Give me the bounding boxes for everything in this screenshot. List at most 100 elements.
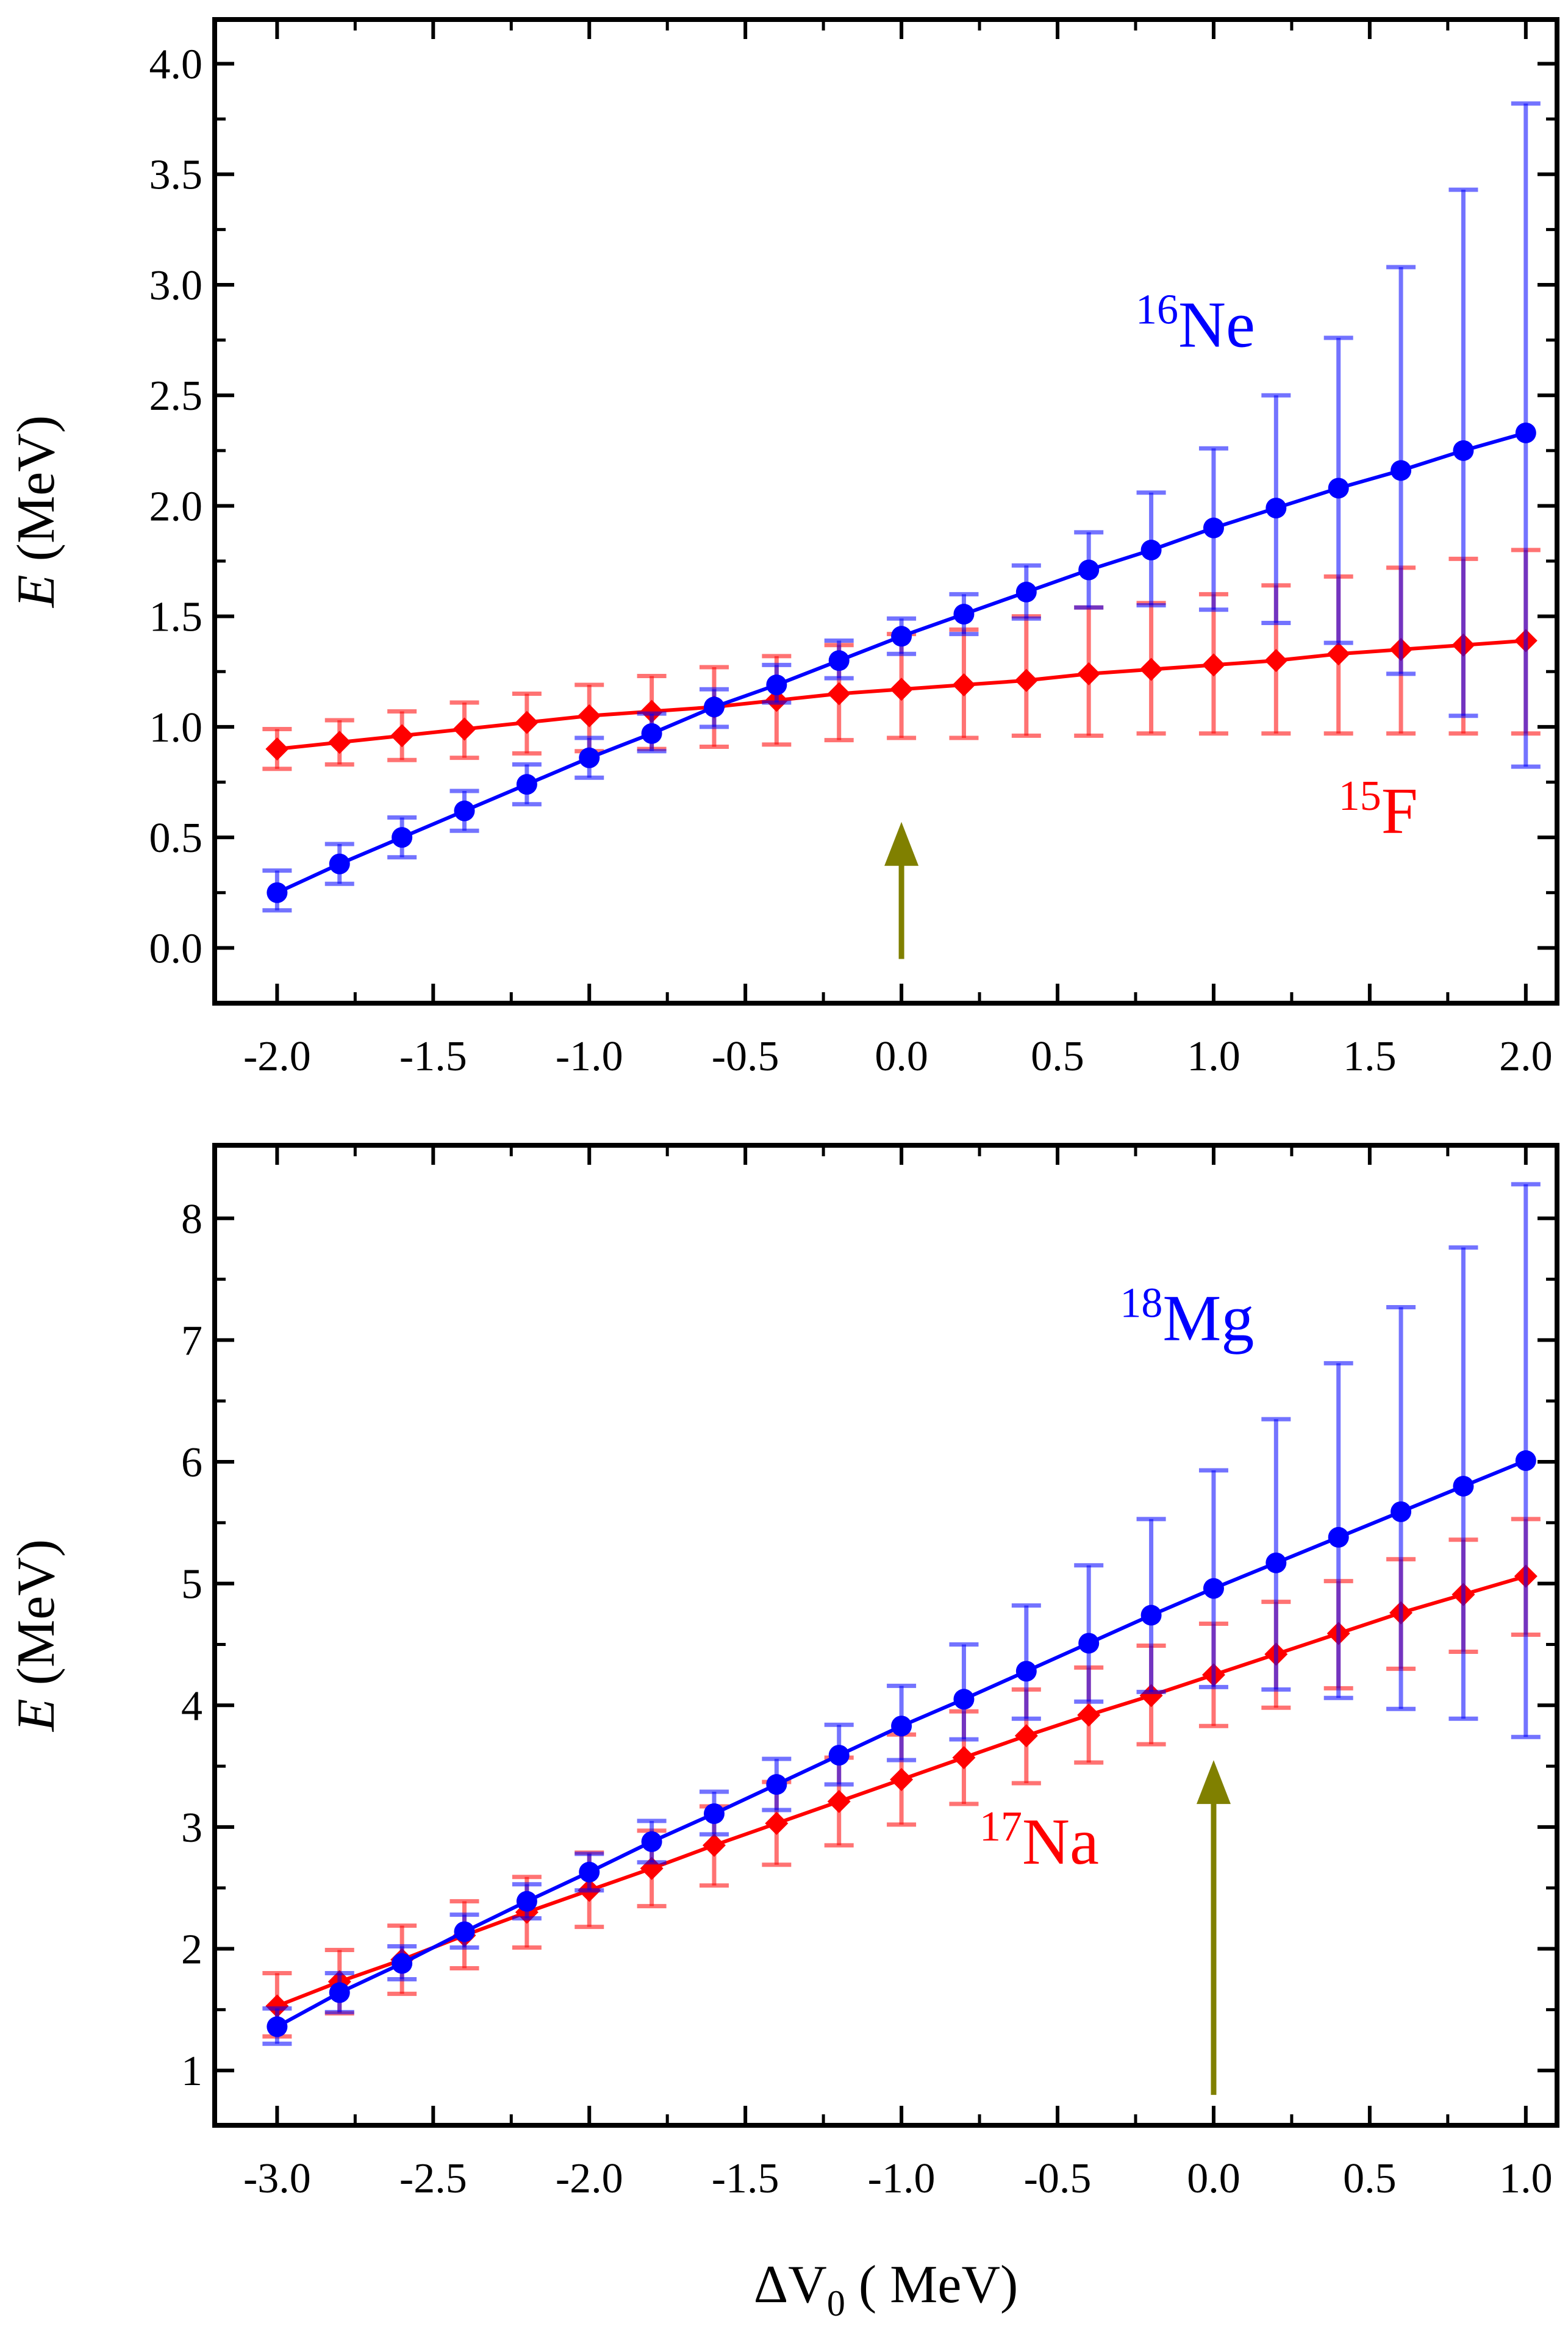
bottom-xtick-label: -3.0 [243,2155,311,2202]
top-ytick-label: 4.0 [149,41,203,88]
bottom-xtick-label: -1.5 [712,2155,779,2202]
top-ytick-label: 3.0 [149,262,203,309]
data-point [952,673,976,697]
bottom-series-18Mg: 18Mg [262,1182,1541,2046]
series-label-element: Na [1022,1806,1099,1878]
top-series-16Ne: 16Ne [262,101,1541,913]
bottom-ytick-label: 7 [181,1317,202,1364]
data-point [1203,517,1224,538]
data-point [1077,662,1101,685]
bottom-series-label: 17Na [979,1803,1099,1878]
data-point [641,723,662,744]
top-ylabel-unit: (MeV) [7,415,66,574]
top-ytick-label: 0.5 [149,815,203,862]
top-ytick-label: 1.5 [149,594,203,641]
data-point [1014,668,1038,692]
bottom-xtick-label: 1.0 [1499,2155,1553,2202]
bottom-ytick-label: 4 [181,1683,202,1730]
data-point [1328,1526,1349,1548]
data-point [579,747,600,768]
data-point [890,678,914,701]
data-point [641,1831,662,1852]
data-point [1201,653,1225,677]
data-point [1077,1703,1101,1727]
bottom-xtick-label: -2.5 [399,2155,467,2202]
top-arrow-head [884,821,919,866]
series-label-mass: 16 [1136,286,1178,333]
data-point [1453,1475,1474,1497]
top-ytick-label: 0.0 [149,925,203,972]
top-xtick-label: 1.5 [1343,1033,1397,1080]
data-point [1515,1450,1536,1472]
data-point [1203,1578,1224,1599]
bottom-arrow-head [1196,1760,1231,1805]
top-xtick-label: 0.0 [875,1033,928,1080]
data-point [703,1803,725,1824]
data-point [1014,1724,1038,1748]
top-plot-frame [212,17,1559,1006]
data-point [1139,1684,1163,1708]
top-ylabel: E (MeV) [7,415,66,609]
data-point [1015,1661,1037,1682]
data-point [1078,559,1100,581]
data-point [828,1745,850,1766]
data-point [953,1689,975,1710]
data-point [1265,498,1287,519]
data-point [267,882,288,903]
data-point [1265,1552,1287,1573]
data-point [579,1861,600,1883]
data-point [516,774,537,795]
top-series-label: 15F [1339,773,1418,848]
data-point [267,2016,288,2037]
data-point [766,674,787,696]
data-point [765,1811,789,1835]
data-point [454,1921,475,1942]
data-point [329,853,350,875]
data-point [265,1994,289,2018]
bottom-ytick-label: 2 [181,1927,202,1973]
bottom-ytick-label: 6 [181,1439,202,1486]
data-point [891,626,912,647]
top-xtick-label: -1.5 [399,1033,467,1080]
data-point [827,682,851,706]
data-point [1140,539,1162,560]
series-label-mass: 17 [979,1803,1022,1850]
data-point [1515,422,1536,443]
data-point [1453,440,1474,461]
data-point [827,1789,851,1813]
bottom-xtick-label: -2.0 [556,2155,623,2202]
data-point [702,1833,726,1857]
data-point [891,1715,912,1737]
top-xtick-label: 0.5 [1031,1033,1084,1080]
top-ytick-label: 3.5 [149,152,203,199]
data-point [390,724,414,748]
series-label-mass: 15 [1339,773,1381,820]
data-point [453,717,476,741]
data-point [1328,478,1349,499]
xlabel-subscript: 0 [827,2283,845,2324]
top-xtick-label: -1.0 [556,1033,623,1080]
top-series-label: 16Ne [1136,286,1255,361]
data-point [578,704,601,728]
bottom-xtick-label: -0.5 [1024,2155,1092,2202]
bottom-xlabel: ΔV0 ( MeV) [754,2255,1018,2324]
data-point [392,1953,413,1974]
data-point [1139,657,1163,681]
bottom-series-label: 18Mg [1120,1279,1254,1354]
bottom-ytick-label: 8 [181,1196,202,1243]
data-point [1015,581,1037,603]
top-ytick-label: 2.5 [149,373,203,420]
bottom-xtick-label: 0.5 [1343,2155,1397,2202]
data-point [1326,642,1350,666]
bottom-ytick-label: 5 [181,1561,202,1608]
xlabel-main: ΔV [754,2255,827,2314]
data-point [392,827,413,848]
top-xtick-label: -2.0 [243,1033,311,1080]
data-point [828,650,850,671]
series-label-element: Mg [1162,1282,1254,1354]
data-point [952,1746,976,1770]
data-point [515,710,539,734]
bottom-ytick-label: 1 [181,2048,202,2095]
